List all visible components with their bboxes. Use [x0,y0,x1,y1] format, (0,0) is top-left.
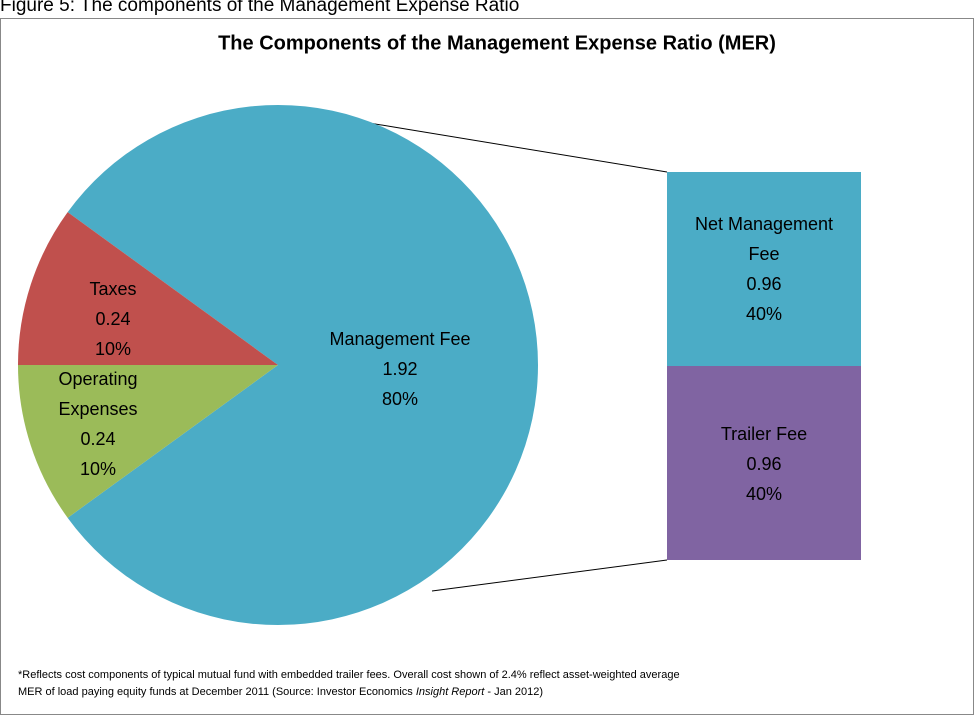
data-label-percent: 10% [80,459,116,479]
data-label-name: Net Management Fee [695,214,833,264]
footnote: MER of load paying equity funds at Decem… [18,686,543,698]
data-label-value: 1.92 [382,359,417,379]
footnote-text: - Jan 2012) [484,686,543,698]
data-label-name: Trailer Fee [721,424,807,444]
data-label-value: 0.24 [80,429,115,449]
pie-slice [67,104,538,625]
data-label-value: 0.96 [746,454,781,474]
pie-slice [18,365,278,518]
data-label-name: Taxes [89,279,136,299]
data-label-percent: 40% [746,304,782,324]
data-label-name: Operating Expenses [58,369,137,419]
data-label-percent: 40% [746,484,782,504]
figure-caption: Figure 5: The components of the Manageme… [0,0,519,16]
chart-title: The Components of the Management Expense… [218,32,776,54]
data-label-value: 0.96 [746,274,781,294]
data-label-value: 0.24 [95,309,130,329]
data-label-name: Management Fee [329,329,470,349]
connector-line [431,559,668,592]
bar-segment [667,172,861,366]
footnote-text: Insight Report [416,686,485,698]
footnote-text: MER of load paying equity funds at Decem… [18,686,416,698]
data-label-percent: 80% [382,389,418,409]
data-label-percent: 10% [95,339,131,359]
footnote: *Reflects cost components of typical mut… [18,669,680,681]
bar-segment [667,366,861,560]
pie-slice [18,212,278,365]
